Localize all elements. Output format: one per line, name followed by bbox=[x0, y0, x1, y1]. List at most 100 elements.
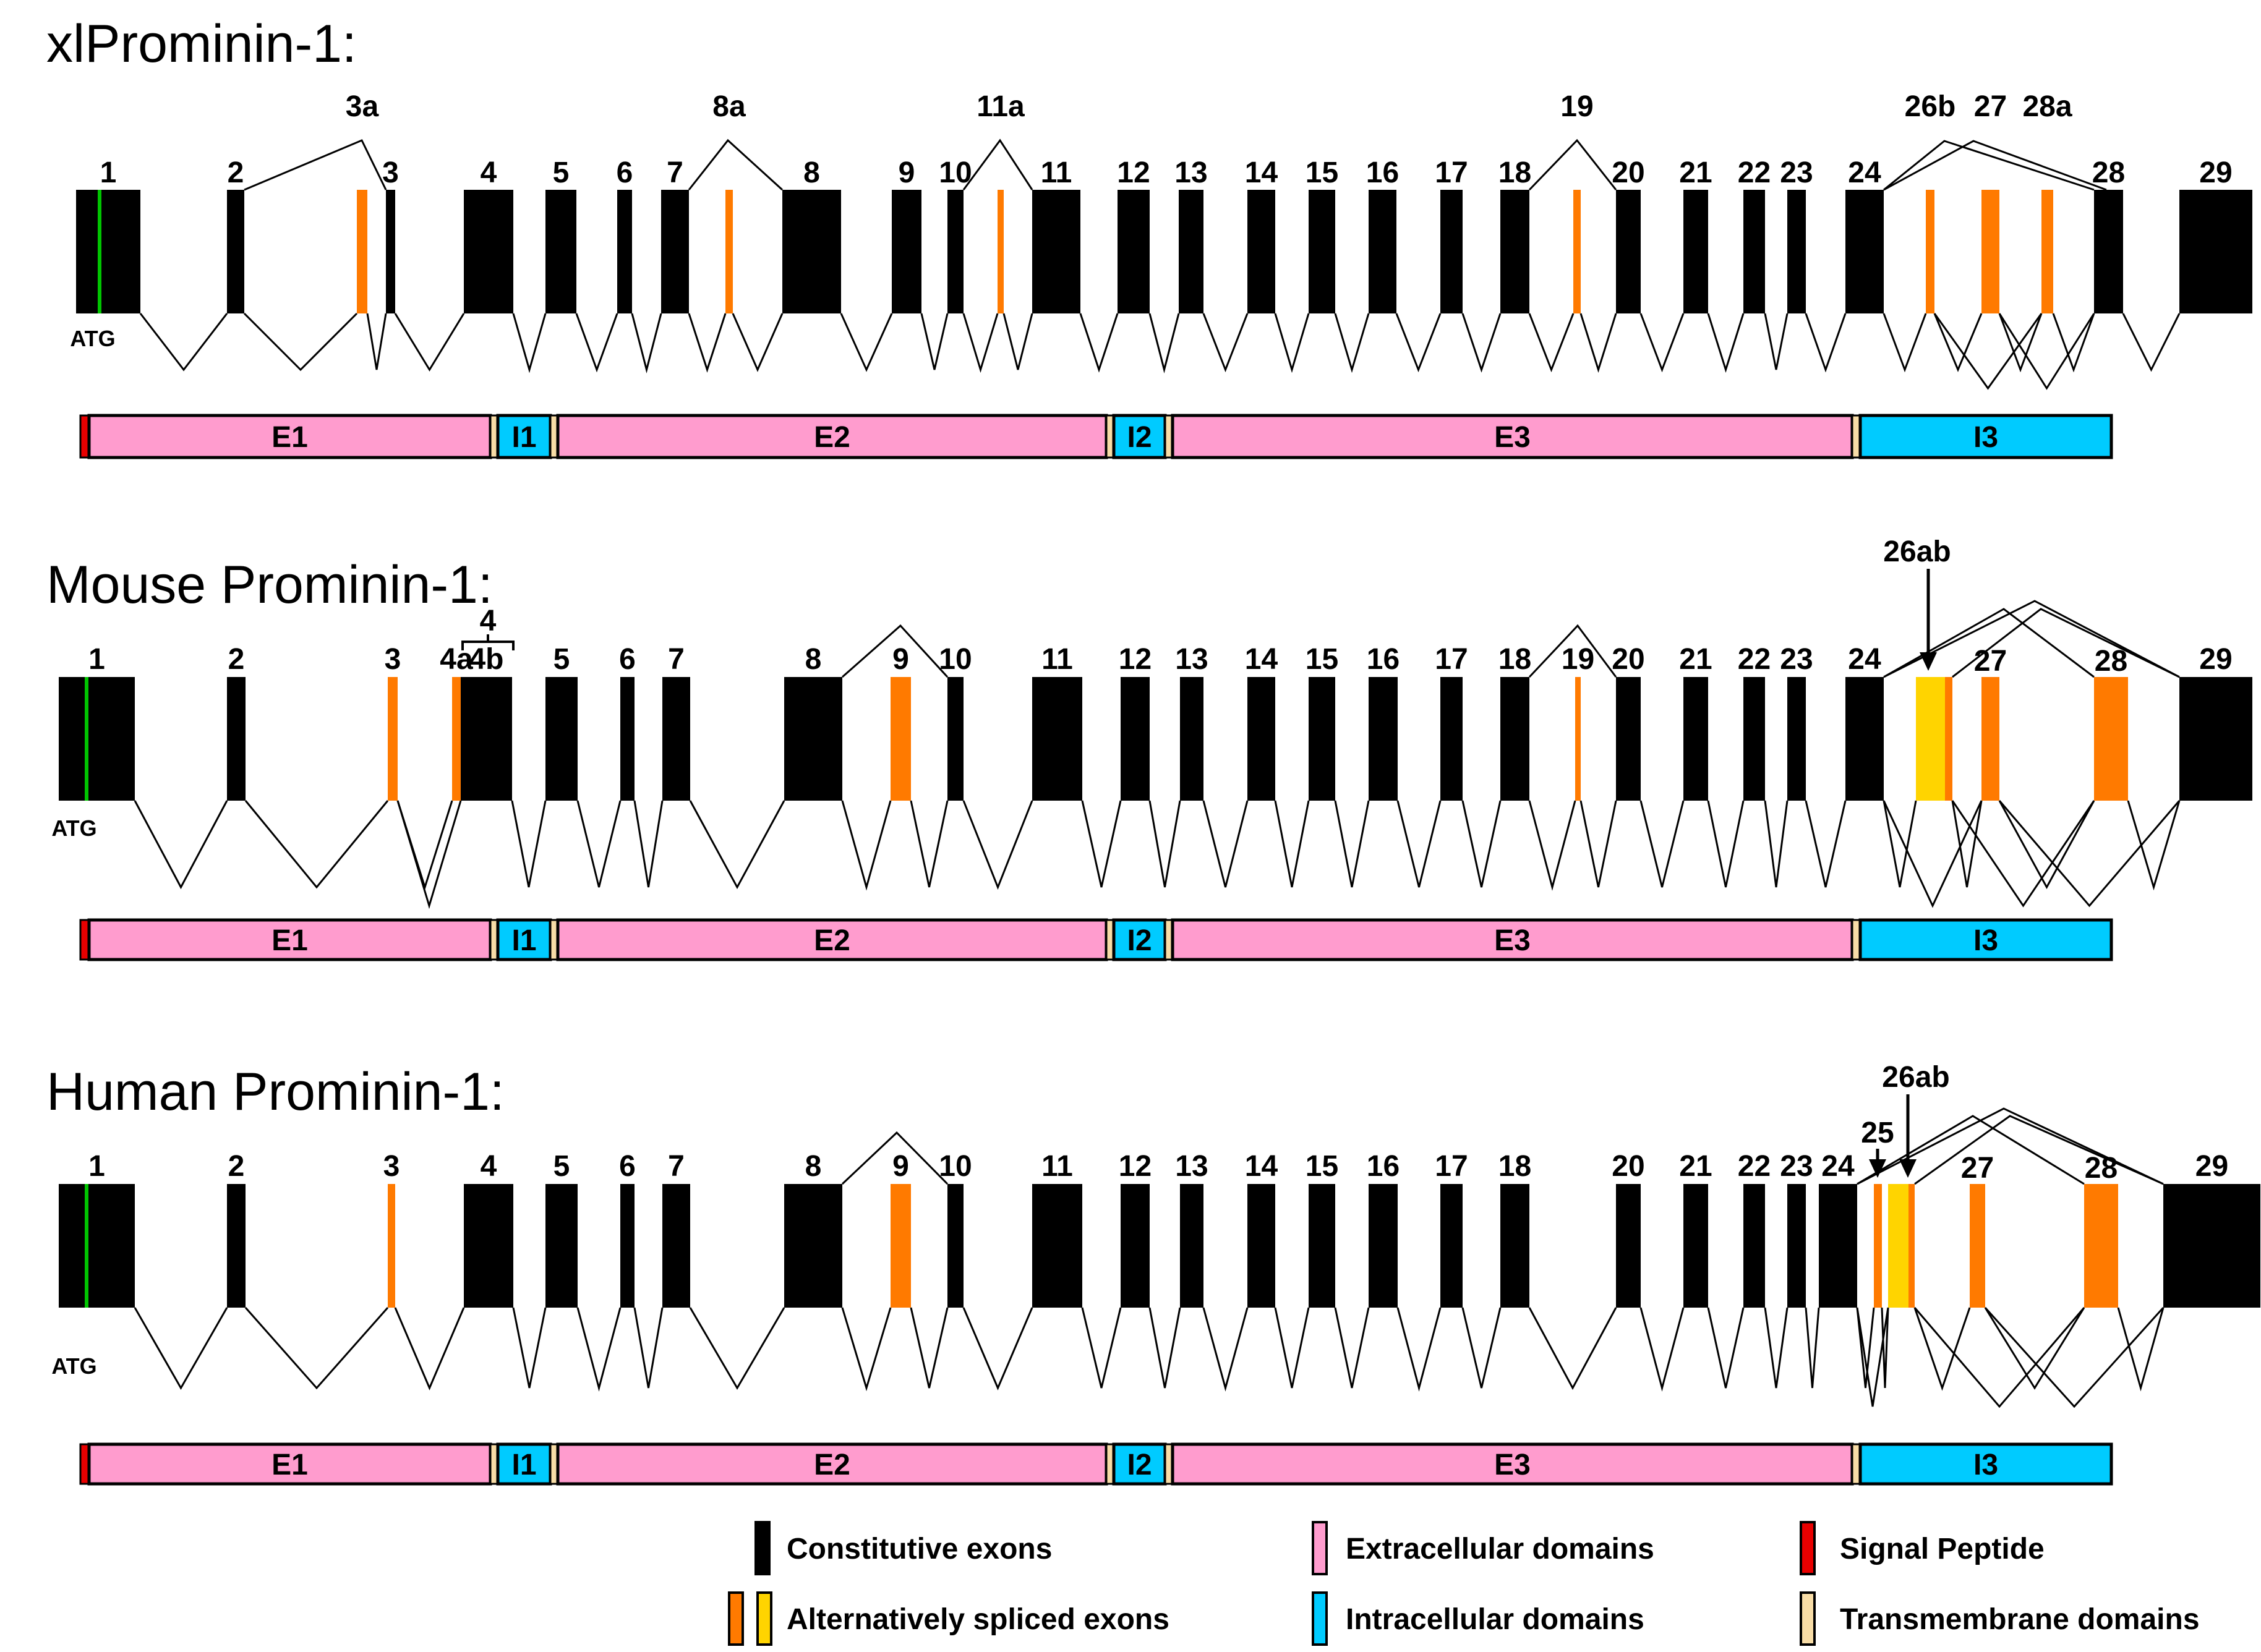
legend-swatch-red bbox=[1800, 1521, 1816, 1575]
human-prominin-1-exon-8 bbox=[784, 1184, 842, 1308]
human-prominin-1-domain-segment-I3 bbox=[1858, 1442, 2113, 1486]
splice-line bbox=[633, 1307, 664, 1389]
mouse-prominin-1-exon-4a bbox=[452, 677, 461, 801]
splice-line bbox=[910, 800, 949, 888]
splice-line bbox=[1856, 1307, 1875, 1389]
human-prominin-1-exon-4 bbox=[464, 1184, 513, 1308]
xlprominin-1-exon-2 bbox=[227, 190, 244, 313]
mouse-prominin-1-exon-14 bbox=[1247, 677, 1275, 801]
legend-swatch-orange bbox=[728, 1591, 744, 1646]
human-prominin-1-exon-10 bbox=[947, 1184, 964, 1308]
xlprominin-1-exon-label-28a: 28a bbox=[2022, 90, 2072, 123]
mouse-prominin-1-exon-label-4a: 4a bbox=[440, 643, 473, 676]
legend-swatch-black bbox=[754, 1521, 771, 1575]
splice-line bbox=[134, 800, 228, 890]
xlprominin-1-exon-29 bbox=[2179, 190, 2252, 313]
human-prominin-1-exon-label-22: 22 bbox=[1738, 1150, 1771, 1183]
splice-line bbox=[2122, 313, 2181, 372]
splice-line bbox=[1707, 1307, 1745, 1389]
panel-title-human-prominin-1: Human Prominin-1: bbox=[46, 1062, 505, 1122]
human-prominin-1-exon-label-23: 23 bbox=[1780, 1150, 1813, 1183]
splice-line bbox=[732, 313, 784, 372]
xlprominin-1-exon-28a bbox=[2041, 190, 2053, 313]
splice-line bbox=[1883, 800, 1917, 888]
xlprominin-1-domain-segment-E3 bbox=[1171, 414, 1854, 459]
splice-line bbox=[1461, 800, 1502, 888]
xlprominin-1-exon-1 bbox=[76, 190, 140, 313]
splice-line bbox=[1148, 313, 1180, 373]
mouse-prominin-1-exon-6 bbox=[620, 677, 635, 801]
xlprominin-1-exon-label-18: 18 bbox=[1498, 156, 1531, 189]
mouse-prominin-1-exon-label-11: 11 bbox=[1041, 643, 1073, 676]
mouse-prominin-1-exon-3 bbox=[388, 677, 398, 801]
human-prominin-1-exon-7 bbox=[662, 1184, 690, 1308]
splice-line bbox=[1461, 313, 1502, 373]
human-prominin-1-domain-label-I2: I2 bbox=[1127, 1449, 1152, 1481]
xlprominin-1-exon-8a bbox=[725, 190, 733, 313]
mouse-prominin-1-atg-label: ATG bbox=[51, 815, 96, 841]
mouse-prominin-1-domain-segment-I1 bbox=[496, 918, 552, 961]
mouse-prominin-1-exon-label-7: 7 bbox=[668, 643, 685, 676]
legend-label: Extracellular domains bbox=[1346, 1533, 1654, 1565]
legend-item-constitutive-exons: Constitutive exons bbox=[754, 1521, 1052, 1575]
human-prominin-1-domain-segment-I1 bbox=[496, 1442, 552, 1486]
splice-line bbox=[1202, 800, 1249, 888]
splice-line bbox=[1461, 1307, 1502, 1389]
human-prominin-1-exon-23 bbox=[1787, 1184, 1806, 1308]
xlprominin-1-exon-7 bbox=[661, 190, 689, 313]
human-prominin-1-exon-21 bbox=[1683, 1184, 1708, 1308]
xlprominin-1-exon-label-3: 3 bbox=[382, 156, 399, 189]
xlprominin-1-exon-label-14: 14 bbox=[1245, 156, 1278, 189]
mouse-prominin-1-exon-16 bbox=[1369, 677, 1398, 801]
splice-line bbox=[1148, 1307, 1181, 1389]
peak-splice-line bbox=[1952, 608, 2180, 678]
splice-line bbox=[689, 1307, 785, 1390]
xlprominin-1-exon-12 bbox=[1118, 190, 1150, 313]
peak-splice-line bbox=[1528, 138, 1617, 191]
peak-splice-line bbox=[1857, 1115, 2085, 1185]
human-prominin-1-exon-label-29: 29 bbox=[2195, 1150, 2228, 1183]
splice-line bbox=[1528, 313, 1575, 373]
splice-line bbox=[575, 313, 618, 373]
legend-item-extracellular-domains: Extracellular domains bbox=[1312, 1521, 1654, 1575]
human-prominin-1-exon-label-21: 21 bbox=[1679, 1150, 1712, 1183]
legend-label: Transmembrane domains bbox=[1840, 1603, 2200, 1636]
peak-splice-line bbox=[1857, 1107, 2164, 1185]
xlprominin-1-domain-label-E1: E1 bbox=[271, 421, 308, 454]
splice-line bbox=[688, 313, 727, 373]
mouse-prominin-1-exon-label-8: 8 bbox=[805, 643, 822, 676]
mouse-prominin-1-exon-28 bbox=[2094, 677, 2128, 801]
human-prominin-1-atg-start-line bbox=[85, 1184, 88, 1308]
splice-line bbox=[244, 1307, 389, 1390]
splice-line bbox=[1998, 313, 2043, 373]
xlprominin-1-exon-label-22: 22 bbox=[1738, 156, 1771, 189]
human-prominin-1-exon-17 bbox=[1440, 1184, 1463, 1308]
mouse-prominin-1-exon-29 bbox=[2179, 677, 2252, 801]
mouse-prominin-1-domain-label-E3: E3 bbox=[1494, 924, 1531, 957]
skip-splice-line bbox=[1984, 1306, 2165, 1408]
legend-item-intracellular-domains: Intracellular domains bbox=[1312, 1591, 1644, 1646]
xlprominin-1-exon-8 bbox=[782, 190, 841, 313]
xlprominin-1-exon-24 bbox=[1845, 190, 1884, 313]
xlprominin-1-exon-label-27: 27 bbox=[1974, 90, 2007, 123]
mouse-prominin-1-exon-label-23: 23 bbox=[1780, 643, 1813, 676]
mouse-prominin-1-domain-segment-E2 bbox=[556, 918, 1108, 961]
xlprominin-1-exon-11 bbox=[1032, 190, 1080, 313]
xlprominin-1-exon-3a bbox=[357, 190, 367, 313]
human-prominin-1-exon-label-28: 28 bbox=[2085, 1152, 2118, 1185]
peak-splice-line bbox=[244, 139, 387, 191]
peak-splice-line bbox=[1914, 1115, 2164, 1185]
splice-line bbox=[962, 313, 999, 373]
splice-line bbox=[920, 313, 949, 370]
splice-line bbox=[576, 800, 622, 888]
legend-label: Alternatively spliced exons bbox=[787, 1603, 1169, 1636]
splice-line bbox=[1274, 800, 1310, 888]
xlprominin-1-exon-17 bbox=[1440, 190, 1463, 313]
human-prominin-1-exon-label-7: 7 bbox=[668, 1150, 685, 1183]
human-prominin-1-domain-bar: E1 I1 E2 I2 E3 I3 bbox=[79, 1442, 2113, 1486]
legend-swatch-yellow bbox=[756, 1591, 772, 1646]
splice-line bbox=[1396, 800, 1442, 888]
peak-splice-line bbox=[1528, 624, 1617, 678]
xlprominin-1-exon-label-8a: 8a bbox=[712, 90, 746, 123]
